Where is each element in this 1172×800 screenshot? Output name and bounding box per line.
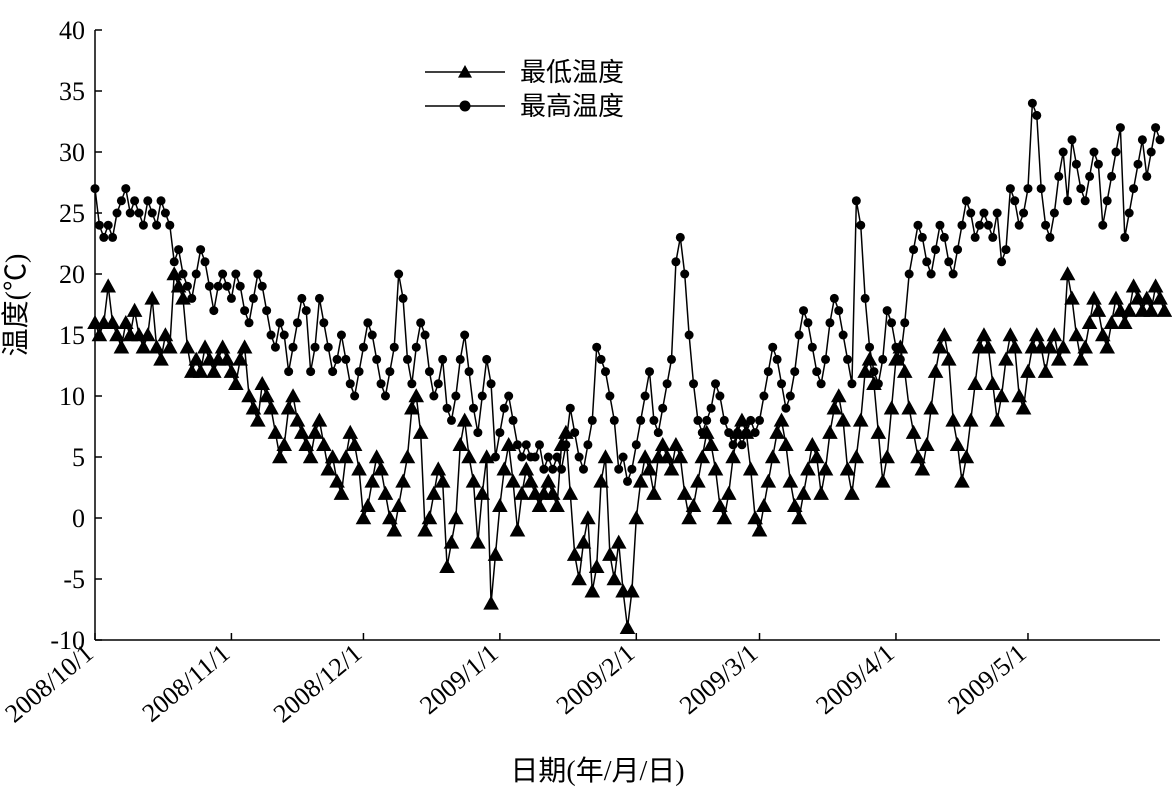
chart-svg: -10-505101520253035402008/10/12008/11/12… (0, 0, 1172, 800)
svg-text:日期(年/月/日): 日期(年/月/日) (510, 755, 684, 787)
svg-text:25: 25 (59, 199, 85, 228)
svg-text:15: 15 (59, 321, 85, 350)
svg-text:温度(℃): 温度(℃) (0, 254, 32, 357)
svg-text:35: 35 (59, 77, 85, 106)
svg-text:20: 20 (59, 260, 85, 289)
svg-text:2009/3/1: 2009/3/1 (674, 638, 763, 720)
svg-text:最高温度: 最高温度 (520, 92, 624, 121)
svg-text:30: 30 (59, 138, 85, 167)
svg-text:2009/1/1: 2009/1/1 (414, 638, 503, 720)
svg-text:2009/4/1: 2009/4/1 (810, 638, 899, 720)
svg-text:最低温度: 最低温度 (520, 58, 624, 87)
legend: 最低温度最高温度 (425, 58, 624, 121)
svg-text:2008/12/1: 2008/12/1 (268, 638, 367, 728)
svg-text:-5: -5 (63, 565, 85, 594)
temperature-chart: -10-505101520253035402008/10/12008/11/12… (0, 0, 1172, 800)
svg-text:10: 10 (59, 382, 85, 411)
svg-text:2009/5/1: 2009/5/1 (942, 638, 1031, 720)
svg-text:5: 5 (72, 443, 85, 472)
svg-text:40: 40 (59, 16, 85, 45)
svg-text:2008/11/1: 2008/11/1 (137, 638, 236, 727)
svg-text:2009/2/1: 2009/2/1 (551, 638, 640, 720)
svg-text:0: 0 (72, 504, 85, 533)
